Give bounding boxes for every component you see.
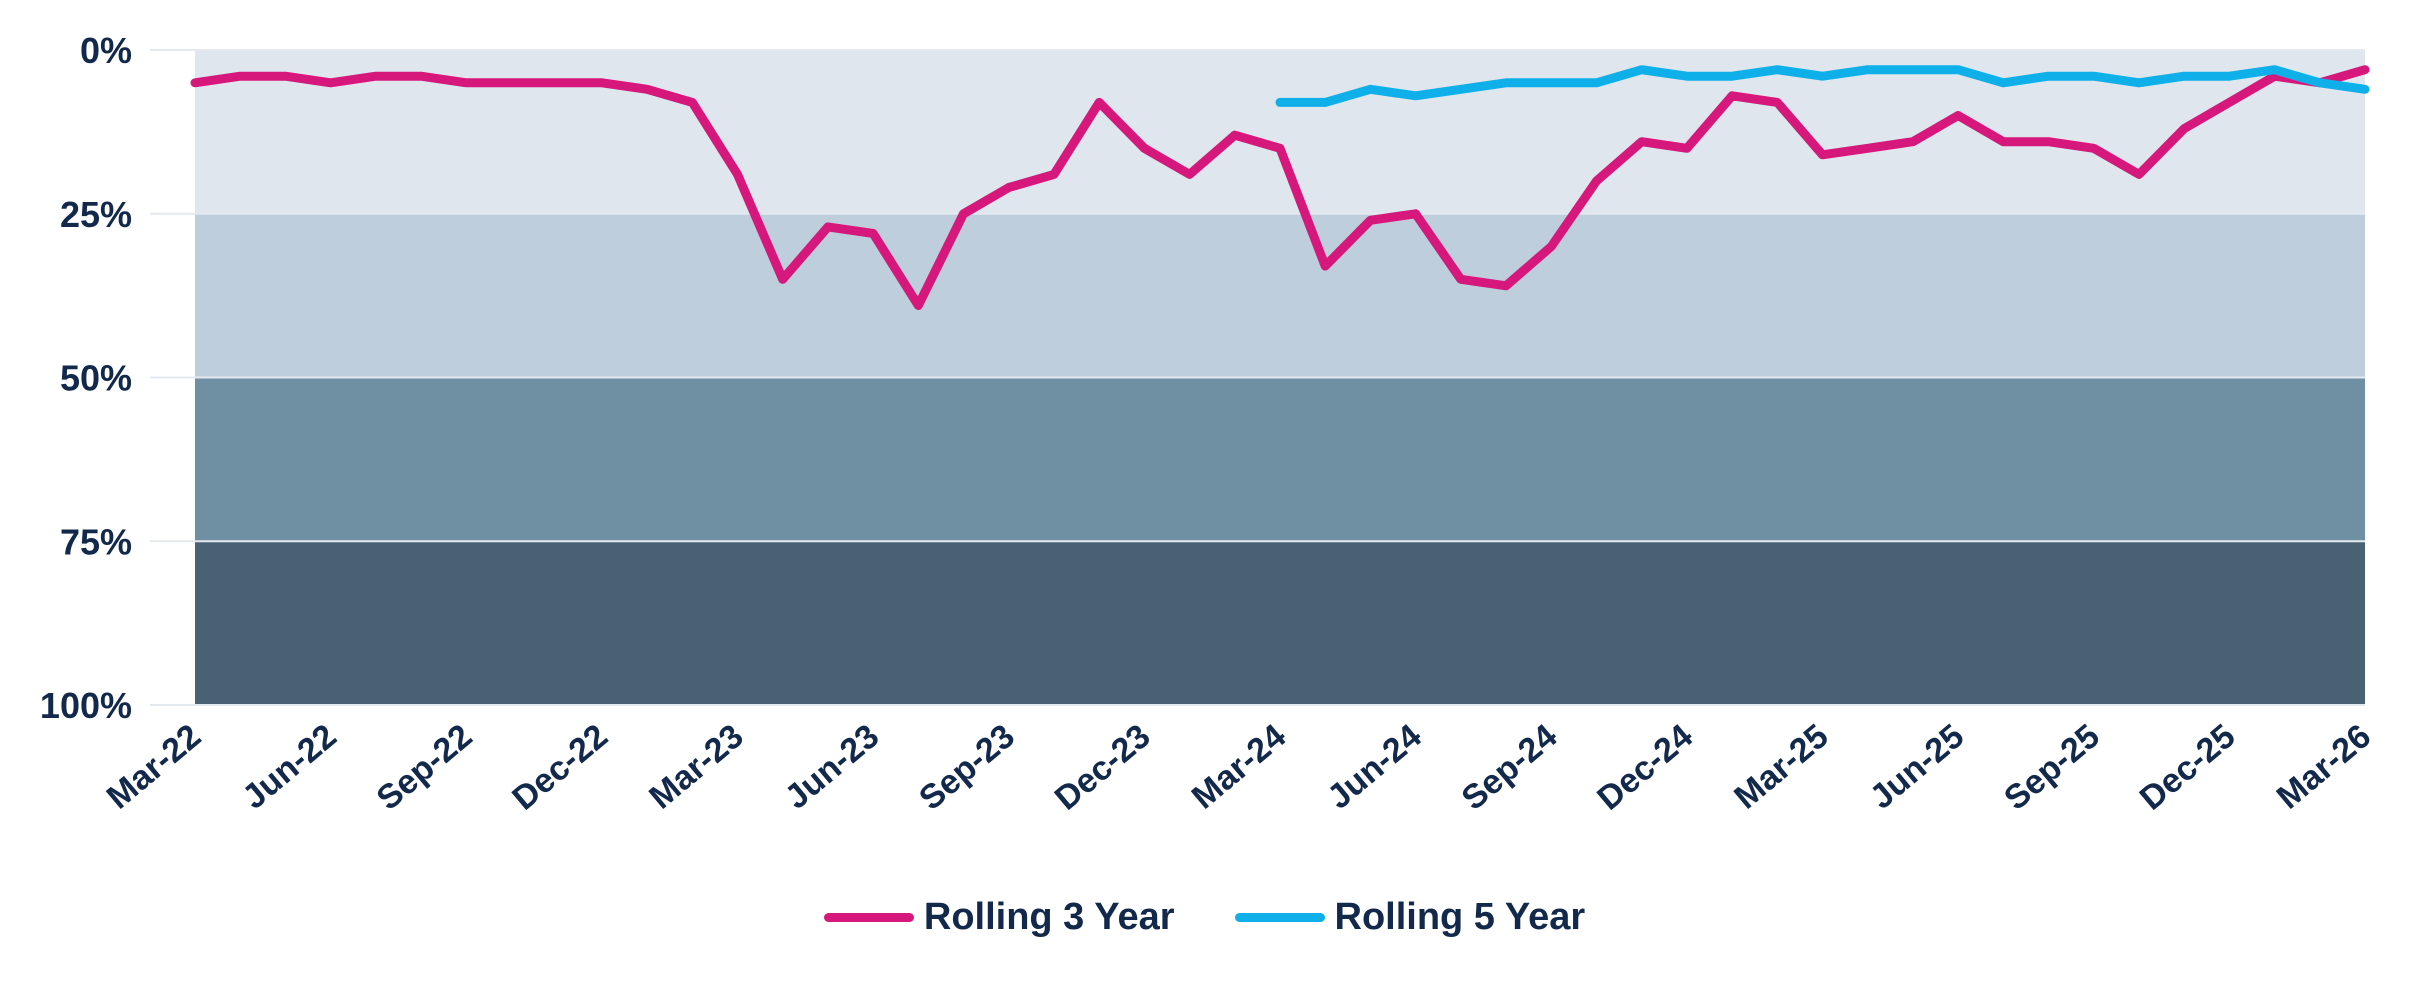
x-axis-ticks: Mar-22 Jun-22 Sep-22 Dec-22 Mar-23 Jun-23 Sep-… xyxy=(100,717,2378,818)
legend-label-rolling-5-year: Rolling 5 Year xyxy=(1334,896,1586,938)
x-tick-label: Dec-22 xyxy=(505,717,615,818)
y-tick-label: 50% xyxy=(60,358,132,399)
band-2 xyxy=(195,213,2365,378)
x-tick-label: Mar-22 xyxy=(100,717,208,817)
x-tick-label: Sep-24 xyxy=(1455,717,1565,818)
x-tick-label: Dec-23 xyxy=(1048,717,1158,818)
legend-label-rolling-3-year: Rolling 3 Year xyxy=(923,896,1175,938)
x-tick-label: Mar-24 xyxy=(1185,717,1293,817)
x-tick-label: Mar-25 xyxy=(1727,717,1835,817)
legend: Rolling 3 Year Rolling 5 Year xyxy=(0,896,2409,939)
y-tick-label: 0% xyxy=(80,30,132,71)
x-tick-label: Mar-26 xyxy=(2270,717,2378,817)
gridlines xyxy=(150,49,2365,706)
y-tick-label: 75% xyxy=(60,521,132,562)
x-tick-label: Sep-23 xyxy=(912,717,1022,818)
legend-swatch-rolling-3-year xyxy=(823,913,914,922)
band-1 xyxy=(195,50,2365,214)
series-line-rolling-5-year xyxy=(1275,65,2370,107)
band-3 xyxy=(195,377,2365,542)
band-4 xyxy=(195,541,2365,705)
x-tick-label: Mar-23 xyxy=(642,717,750,817)
legend-swatch-rolling-5-year xyxy=(1234,913,1325,922)
series-lines xyxy=(190,65,2370,310)
x-tick-label: Sep-25 xyxy=(1997,717,2107,818)
x-tick-label: Jun-22 xyxy=(235,717,343,817)
x-tick-label: Jun-25 xyxy=(1863,717,1971,817)
x-tick-label: Dec-24 xyxy=(1590,717,1700,818)
legend-item-rolling-5-year: Rolling 5 Year xyxy=(1234,896,1586,939)
x-tick-label: Dec-25 xyxy=(2133,717,2243,818)
y-tick-label: 25% xyxy=(60,194,132,235)
background-bands xyxy=(195,50,2365,705)
y-axis-ticks: 0% 25% 50% 75% 100% xyxy=(40,30,132,726)
series-line-rolling-3-year xyxy=(190,65,2370,310)
legend-item-rolling-3-year: Rolling 3 Year xyxy=(823,896,1175,939)
x-tick-label: Jun-24 xyxy=(1320,717,1428,817)
y-tick-label: 100% xyxy=(40,685,132,726)
x-tick-label: Sep-22 xyxy=(370,717,480,818)
x-tick-label: Jun-23 xyxy=(778,717,886,817)
